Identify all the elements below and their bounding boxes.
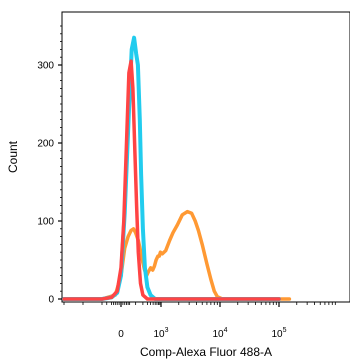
y-tick-label: 300 <box>37 61 54 72</box>
x-tick-label: 105 <box>271 327 286 340</box>
x-tick-label: 104 <box>212 327 227 340</box>
y-tick-labels: 0 100 200 300 <box>37 61 54 306</box>
x-tick-labels: 0 103 104 105 <box>118 327 286 340</box>
x-tick-exponent: 5 <box>283 327 287 334</box>
series-line-1 <box>62 35 281 301</box>
plot-frame <box>61 11 350 303</box>
x-tick-exponent: 4 <box>224 327 228 334</box>
x-tick-exponent: 3 <box>165 327 169 334</box>
y-tick-label: 0 <box>48 295 54 306</box>
minor-tick-marks <box>60 25 336 305</box>
series-layer <box>62 35 292 301</box>
y-tick-label: 200 <box>37 139 54 150</box>
major-tick-marks <box>58 64 280 307</box>
y-axis-title: Count <box>6 140 20 173</box>
x-tick-label: 103 <box>153 327 168 340</box>
x-axis-title: Comp-Alexa Fluor 488-A <box>140 345 272 359</box>
series-line-2 <box>62 209 292 301</box>
y-tick-label: 100 <box>37 217 54 228</box>
series-line-0 <box>62 59 281 301</box>
x-tick-label: 0 <box>118 329 124 340</box>
